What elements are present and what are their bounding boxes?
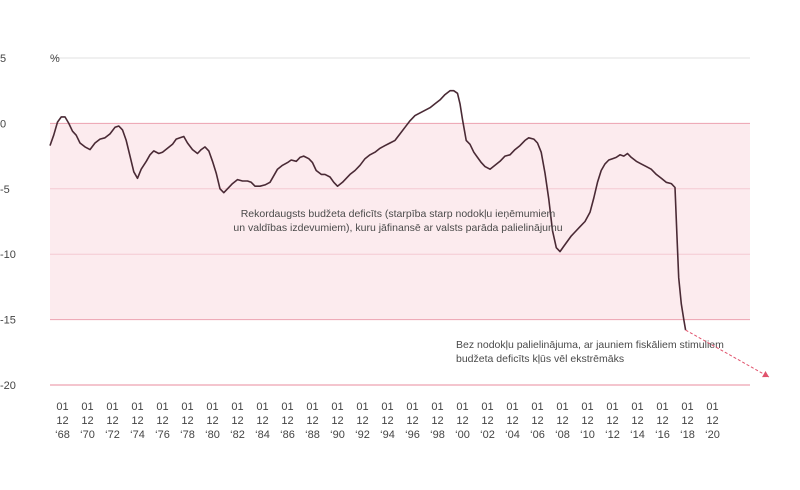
x-tick-label: 01 12 ‘98 <box>430 401 445 441</box>
annotation-extreme: Bez nodokļu palielinājuma, ar jauniem fi… <box>456 339 724 365</box>
x-tick-label: 01 12 ‘20 <box>705 401 720 441</box>
arrow-shaft <box>685 329 770 378</box>
x-tick-label: 01 12 ‘10 <box>580 401 595 441</box>
arrow-head <box>762 371 769 378</box>
x-tick-label: 01 12 ‘80 <box>205 401 220 441</box>
y-tick-label: 0 <box>0 118 6 130</box>
x-tick-label: 01 12 ‘68 <box>55 401 70 441</box>
x-tick-label: 01 12 ‘74 <box>130 401 145 441</box>
x-tick-label: 01 12 ‘78 <box>180 401 195 441</box>
x-tick-label: 01 12 ‘96 <box>405 401 420 441</box>
x-tick-label: 01 12 ‘12 <box>605 401 620 441</box>
x-tick-label: 01 12 ‘94 <box>380 401 395 441</box>
x-tick-label: 01 12 ‘06 <box>530 401 545 441</box>
forecast-arrow <box>685 329 770 378</box>
shaded-band <box>50 123 750 320</box>
x-tick-label: 01 12 ‘14 <box>630 401 645 441</box>
shaded-band-layer <box>50 123 750 320</box>
y-tick-label: -15 <box>0 315 16 327</box>
x-tick-label: 01 12 ‘70 <box>80 401 95 441</box>
y-ticks-layer: 5 0 -5 -10 -15 -20 <box>0 53 16 392</box>
y-tick-label: -10 <box>0 249 16 261</box>
x-tick-label: 01 12 ‘88 <box>305 401 320 441</box>
annotation-deficit: Rekordaugsts budžeta deficīts (starpība … <box>233 208 562 234</box>
y-axis-label: % <box>50 53 60 65</box>
x-tick-label: 01 12 ‘72 <box>105 401 120 441</box>
x-tick-label: 01 12 ‘90 <box>330 401 345 441</box>
x-ticks-layer: 01 12 ‘68 01 12 ‘70 01 12 ‘72 01 12 ‘74 01 12 ‘76 01 12 ‘… <box>55 401 720 441</box>
series-layer <box>49 89 687 331</box>
x-tick-label: 01 12 ‘18 <box>680 401 695 441</box>
gridlines-layer <box>50 57 750 386</box>
x-tick-label: 01 12 ‘00 <box>455 401 470 441</box>
x-tick-label: 01 12 ‘02 <box>480 401 495 441</box>
x-tick-label: 01 12 ‘04 <box>505 401 520 441</box>
y-tick-label: -5 <box>0 184 10 196</box>
x-tick-label: 01 12 ‘16 <box>655 401 670 441</box>
x-tick-label: 01 12 ‘82 <box>230 401 245 441</box>
x-tick-label: 01 12 ‘92 <box>355 401 370 441</box>
series-line <box>49 89 687 331</box>
y-tick-label: -20 <box>0 380 16 392</box>
x-tick-label: 01 12 ‘76 <box>155 401 170 441</box>
x-tick-label: 01 12 ‘84 <box>255 401 270 441</box>
x-tick-label: 01 12 ‘86 <box>280 401 295 441</box>
y-tick-label: 5 <box>0 53 6 65</box>
x-tick-label: 01 12 ‘08 <box>555 401 570 441</box>
